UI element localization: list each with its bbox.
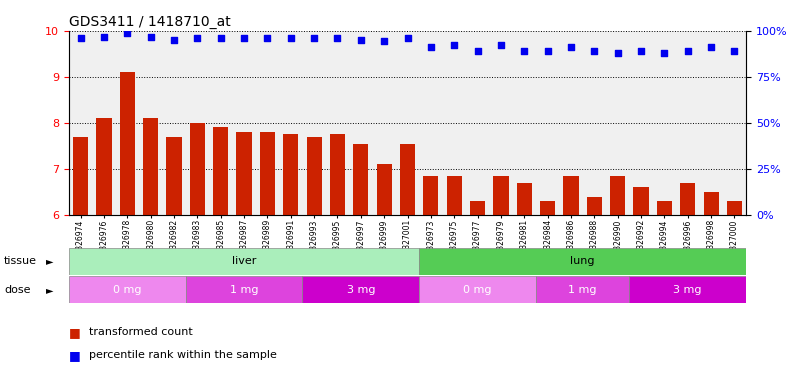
Point bbox=[121, 30, 134, 36]
Bar bbox=[586, 197, 602, 215]
Text: transformed count: transformed count bbox=[89, 327, 193, 337]
Point bbox=[448, 42, 461, 48]
Point bbox=[588, 48, 601, 54]
Text: 3 mg: 3 mg bbox=[346, 285, 375, 295]
Point bbox=[564, 44, 577, 50]
Text: tissue: tissue bbox=[4, 256, 37, 266]
Point bbox=[541, 48, 554, 54]
Bar bbox=[703, 192, 719, 215]
Text: ■: ■ bbox=[69, 349, 80, 362]
Bar bbox=[260, 132, 275, 215]
Bar bbox=[400, 144, 415, 215]
Bar bbox=[330, 134, 345, 215]
Point bbox=[424, 44, 437, 50]
Bar bbox=[307, 137, 322, 215]
Point bbox=[74, 35, 87, 41]
Bar bbox=[69, 276, 186, 303]
Point bbox=[168, 37, 181, 43]
Point bbox=[331, 35, 344, 41]
Point bbox=[634, 48, 647, 54]
Point bbox=[728, 48, 741, 54]
Text: ►: ► bbox=[46, 256, 54, 266]
Text: 0 mg: 0 mg bbox=[463, 285, 491, 295]
Bar bbox=[493, 176, 508, 215]
Text: 1 mg: 1 mg bbox=[230, 285, 259, 295]
Point bbox=[658, 50, 671, 56]
Point bbox=[214, 35, 227, 41]
Bar bbox=[73, 137, 88, 215]
Bar bbox=[564, 176, 578, 215]
Point bbox=[307, 35, 320, 41]
Bar bbox=[354, 144, 368, 215]
Bar bbox=[536, 276, 629, 303]
Bar bbox=[303, 276, 419, 303]
Bar bbox=[540, 201, 556, 215]
Point bbox=[378, 38, 391, 44]
Text: 0 mg: 0 mg bbox=[113, 285, 142, 295]
Point bbox=[705, 44, 718, 50]
Text: ►: ► bbox=[46, 285, 54, 295]
Bar bbox=[610, 176, 625, 215]
Point bbox=[681, 48, 694, 54]
Bar bbox=[190, 123, 205, 215]
Point bbox=[354, 37, 367, 43]
Bar bbox=[517, 183, 532, 215]
Bar bbox=[237, 132, 251, 215]
Bar bbox=[419, 248, 746, 275]
Text: percentile rank within the sample: percentile rank within the sample bbox=[89, 350, 277, 360]
Point bbox=[144, 34, 157, 40]
Point bbox=[261, 35, 274, 41]
Text: GDS3411 / 1418710_at: GDS3411 / 1418710_at bbox=[69, 15, 230, 29]
Point bbox=[401, 35, 414, 41]
Bar bbox=[680, 183, 695, 215]
Point bbox=[611, 50, 624, 56]
Bar bbox=[629, 276, 746, 303]
Bar bbox=[727, 201, 742, 215]
Text: ■: ■ bbox=[69, 326, 80, 339]
Point bbox=[285, 35, 298, 41]
Bar bbox=[166, 137, 182, 215]
Bar bbox=[143, 118, 158, 215]
Bar bbox=[97, 118, 112, 215]
Point bbox=[471, 48, 484, 54]
Text: 3 mg: 3 mg bbox=[673, 285, 702, 295]
Bar bbox=[376, 164, 392, 215]
Bar bbox=[69, 248, 419, 275]
Point bbox=[238, 35, 251, 41]
Point bbox=[97, 34, 110, 40]
Bar bbox=[186, 276, 303, 303]
Point bbox=[495, 42, 508, 48]
Bar bbox=[213, 127, 229, 215]
Bar bbox=[447, 176, 461, 215]
Text: dose: dose bbox=[4, 285, 31, 295]
Bar bbox=[657, 201, 672, 215]
Bar bbox=[283, 134, 298, 215]
Text: lung: lung bbox=[570, 256, 595, 266]
Point bbox=[517, 48, 530, 54]
Bar bbox=[470, 201, 485, 215]
Text: liver: liver bbox=[232, 256, 256, 266]
Point bbox=[191, 35, 204, 41]
Bar bbox=[419, 276, 536, 303]
Bar bbox=[120, 72, 135, 215]
Bar bbox=[633, 187, 649, 215]
Text: 1 mg: 1 mg bbox=[569, 285, 597, 295]
Bar bbox=[423, 176, 439, 215]
